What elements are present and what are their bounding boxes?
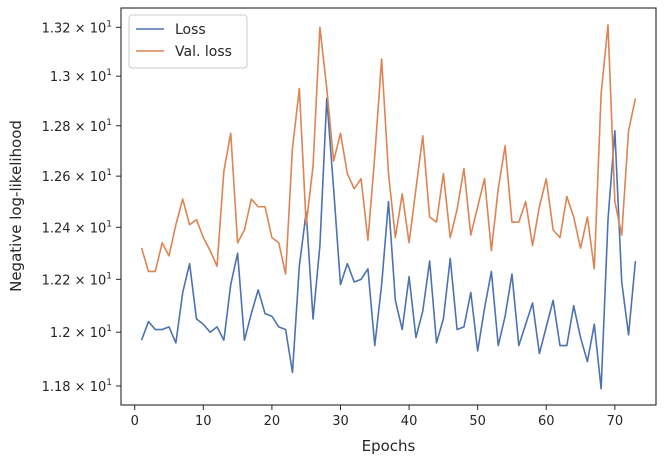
x-tick-label: 40 <box>401 414 418 429</box>
y-axis-ticks: 1.18 × 101 1.2 × 101 1.22 × 101 1.24 × 101 1… <box>42 19 121 395</box>
y-tick-label: 1.26 × 101 <box>42 168 112 185</box>
y-tick-label: 1.2 × 101 <box>50 324 112 341</box>
y-tick-label: 1.24 × 101 <box>42 219 112 236</box>
series-line-loss <box>140 97 637 390</box>
y-tick-label: 1.22 × 101 <box>42 271 112 288</box>
x-tick-label: 20 <box>264 414 281 429</box>
x-tick-label: 50 <box>469 414 486 429</box>
series-line-val-loss <box>140 24 637 275</box>
y-tick-label: 1.32 × 101 <box>42 19 112 36</box>
x-axis-label: Epochs <box>362 437 416 455</box>
x-tick-label: 0 <box>131 414 139 429</box>
series-layer <box>140 24 637 390</box>
plot-frame <box>120 7 657 406</box>
legend-label: Loss <box>175 22 206 38</box>
x-tick-label: 30 <box>332 414 349 429</box>
y-axis-label: Negative log-likelihood <box>7 120 25 292</box>
legend-label: Val. loss <box>175 44 232 60</box>
legend: Loss Val. loss <box>128 14 248 69</box>
x-tick-label: 60 <box>538 414 555 429</box>
y-tick-label: 1.18 × 101 <box>42 378 112 395</box>
x-tick-label: 70 <box>607 414 624 429</box>
y-tick-label: 1.28 × 101 <box>42 118 112 135</box>
x-tick-label: 10 <box>195 414 212 429</box>
y-tick-label: 1.3 × 101 <box>50 68 112 85</box>
x-axis-ticks: 0 10 20 30 40 50 60 70 <box>131 405 624 429</box>
